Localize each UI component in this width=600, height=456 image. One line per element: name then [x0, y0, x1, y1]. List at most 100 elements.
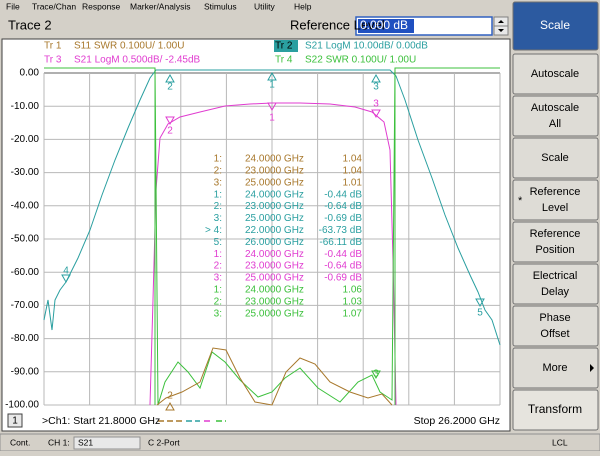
status-item: S21	[78, 437, 93, 447]
marker-label: 2:	[214, 296, 222, 307]
y-tick-label: -60.00	[11, 267, 40, 278]
y-tick-label: -100.00	[5, 400, 39, 411]
softkey[interactable]	[512, 95, 599, 137]
menu-item[interactable]: Help	[294, 1, 312, 11]
softkey[interactable]	[512, 53, 599, 95]
softkey[interactable]	[512, 305, 599, 347]
status-item: Cont.	[10, 437, 30, 447]
marker-number: 3	[373, 82, 379, 93]
marker-value: -63.73 dB	[319, 225, 363, 236]
menu-item[interactable]: Marker/Analysis	[130, 1, 190, 11]
softkey-label: Reference	[530, 228, 581, 240]
marker-freq: 26.0000 GHz	[245, 237, 304, 248]
softkey[interactable]	[512, 179, 599, 221]
softkey[interactable]	[512, 263, 599, 305]
softkey[interactable]	[512, 347, 599, 389]
softkey-label: Transform	[528, 402, 582, 416]
softkey-label: Phase	[539, 312, 570, 324]
softkey-label: Electrical	[533, 270, 578, 282]
marker-value: -0.64 dB	[324, 201, 362, 212]
marker-number: 1	[269, 80, 275, 91]
marker-number: 1	[269, 113, 275, 124]
menu-item[interactable]: File	[6, 1, 20, 11]
trace-setting: S21 LogM 10.00dB/ 0.00dB	[305, 41, 428, 52]
status-field	[73, 436, 141, 450]
marker-label: 3:	[214, 308, 222, 319]
field-label: Reference Level	[290, 17, 385, 32]
softkey-label: All	[549, 118, 561, 130]
marker-label: 2:	[214, 261, 222, 272]
y-tick-label: -80.00	[11, 333, 40, 344]
marker-value: 1.03	[343, 296, 363, 307]
y-tick-label: -20.00	[11, 134, 40, 145]
marker-value: -0.44 dB	[324, 249, 362, 260]
marker-freq: 25.0000 GHz	[245, 177, 304, 188]
softkey[interactable]	[512, 389, 599, 431]
marker-triangle	[267, 102, 277, 112]
active-trace-highlight	[274, 40, 298, 52]
y-tick-label: -70.00	[11, 300, 40, 311]
marker-number: 5	[477, 308, 483, 319]
y-tick-label: -50.00	[11, 234, 40, 245]
marker-freq: 23.0000 GHz	[245, 261, 304, 272]
marker-value: 1.07	[343, 308, 363, 319]
menu-item[interactable]: Stimulus	[204, 1, 237, 11]
marker-value: -0.44 dB	[324, 189, 362, 200]
softkey[interactable]	[512, 221, 599, 263]
trace-id: Tr 1	[44, 41, 62, 52]
y-tick-label: -30.00	[11, 167, 40, 178]
menu-item[interactable]: Response	[82, 1, 121, 11]
stimulus-stop: Stop 26.2000 GHz	[414, 415, 500, 427]
marker-value: 1.04	[343, 166, 363, 177]
marker-label: > 4:	[205, 225, 222, 236]
y-tick-label: 0.00	[20, 68, 40, 79]
marker-value: 1.04	[343, 154, 363, 165]
marker-label: 5:	[214, 237, 222, 248]
trace-id: Tr 2	[275, 41, 293, 52]
marker-number: 3	[373, 369, 379, 380]
menu-item[interactable]: Trace/Chan	[32, 1, 76, 11]
marker-triangle	[61, 274, 71, 284]
softkey-label: Reference	[530, 186, 581, 198]
softkey-label: Offset	[540, 328, 569, 340]
softkey[interactable]	[512, 137, 599, 179]
softkey-label: Autoscale	[531, 68, 579, 80]
softkey-label: Level	[542, 202, 568, 214]
channel-box[interactable]	[7, 413, 23, 428]
marker-value: 1.06	[343, 285, 363, 296]
trace-setting: S22 SWR 0.100U/ 1.00U	[305, 55, 416, 66]
marker-freq: 24.0000 GHz	[245, 285, 304, 296]
marker-label: 1:	[214, 249, 222, 260]
marker-value: 1.01	[343, 177, 363, 188]
marker-triangle	[165, 401, 175, 411]
trace-setting: S11 SWR 0.100U/ 1.00U	[74, 41, 184, 52]
marker-triangle	[371, 73, 381, 83]
marker-label: 3:	[214, 213, 222, 224]
marker-value: -0.69 dB	[324, 213, 362, 224]
plot-panel	[1, 38, 511, 432]
status-item: CH 1:	[48, 437, 70, 447]
softkey-label: Scale	[541, 152, 569, 164]
trace-setting: S21 LogM 0.500dB/ -2.45dB	[74, 55, 201, 66]
trace-s22-swr	[44, 67, 500, 406]
softkey-label: Delay	[541, 286, 570, 298]
menu-item[interactable]: Utility	[254, 1, 276, 11]
marker-triangle	[165, 73, 175, 83]
marker-freq: 23.0000 GHz	[245, 166, 304, 177]
marker-label: 2:	[214, 201, 222, 212]
stimulus-start: >Ch1: Start 21.8000 GHz	[42, 415, 160, 427]
marker-freq: 25.0000 GHz	[245, 273, 304, 284]
traces	[43, 67, 501, 406]
softkey-label: Autoscale	[531, 102, 579, 114]
marker-triangle	[371, 370, 381, 380]
marker-value: -0.69 dB	[324, 273, 362, 284]
marker-triangle	[475, 298, 485, 308]
marker-value: -66.11 dB	[319, 237, 362, 248]
softkey[interactable]	[512, 1, 599, 51]
softkey-mark: *	[518, 195, 523, 207]
y-tick-label: -40.00	[11, 200, 40, 211]
field-value: 0.000 dB	[360, 18, 408, 32]
marker-value: -0.64 dB	[324, 261, 362, 272]
